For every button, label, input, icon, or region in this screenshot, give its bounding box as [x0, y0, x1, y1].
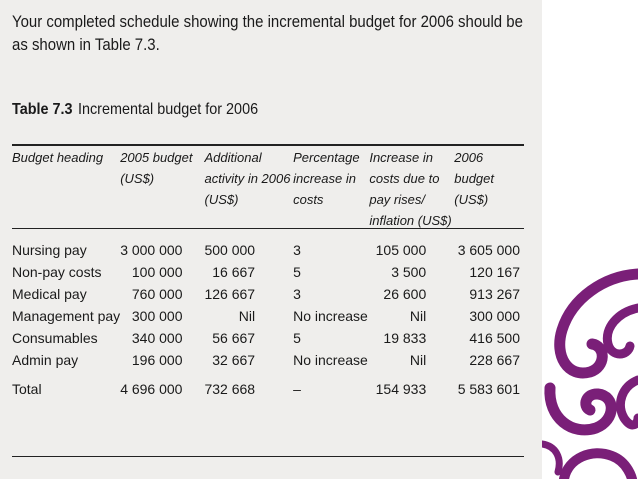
cell-increase: 3 500	[391, 264, 427, 280]
table-row: Nursing pay 3 000 000 500 000 3 105 000 …	[12, 239, 524, 261]
total-budget-2005: 4 696 000	[120, 381, 183, 397]
total-additional: 732 668	[204, 381, 256, 397]
cell-increase: 19 833	[383, 330, 427, 346]
swirl-ornament	[542, 268, 638, 479]
table-row: Medical pay 760 000 126 667 3 26 600 913…	[12, 283, 524, 305]
cell-budget-2006: 913 267	[469, 286, 520, 302]
cell-budget-2005: 760 000	[131, 286, 183, 302]
table-bottom-rule	[12, 456, 524, 457]
cell-heading: Admin pay	[12, 352, 79, 368]
total-heading: Total	[12, 381, 42, 397]
budget-table: Budget heading 2005 budget (US$) Additio…	[12, 147, 524, 407]
header-additional-activity: Additional activity in 2006 (US$)	[204, 150, 291, 207]
cell-budget-2005: 300 000	[131, 308, 183, 324]
cell-heading: Medical pay	[12, 286, 87, 302]
cell-budget-2005: 340 000	[131, 330, 183, 346]
total-row: Total 4 696 000 732 668 – 154 933 5 583 …	[12, 371, 524, 407]
cell-budget-2006: 3 605 000	[457, 242, 520, 258]
table-row: Management pay 300 000 Nil No increase N…	[12, 305, 524, 327]
total-budget-2006: 5 583 601	[457, 381, 520, 397]
header-budget-heading: Budget heading	[12, 150, 104, 165]
cell-additional: 32 667	[212, 352, 256, 368]
table-row: Consumables 340 000 56 667 5 19 833 416 …	[12, 327, 524, 349]
header-2005-budget: 2005 budget (US$)	[120, 150, 193, 186]
header-2006-budget: 2006 budget (US$)	[454, 150, 494, 207]
cell-heading: Nursing pay	[12, 242, 87, 258]
cell-heading: Consumables	[12, 330, 98, 346]
cell-additional: Nil	[238, 308, 256, 324]
cell-percentage: 5	[293, 264, 301, 280]
total-percentage: –	[293, 381, 301, 397]
header-rule	[12, 228, 524, 229]
cell-budget-2006: 416 500	[469, 330, 520, 346]
table-caption: Table 7.3 Incremental budget for 2006	[12, 101, 258, 119]
cell-increase: Nil	[409, 352, 427, 368]
cell-increase: 26 600	[383, 286, 427, 302]
table-label: Table 7.3	[12, 101, 73, 118]
document-page: Your completed schedule showing the incr…	[0, 0, 542, 479]
header-increase-in-costs: Increase in costs due to pay rises/ infl…	[369, 150, 452, 228]
header-percentage-increase: Percentage increase in costs	[293, 150, 360, 207]
cell-increase: 105 000	[375, 242, 427, 258]
header-row: Budget heading 2005 budget (US$) Additio…	[12, 147, 524, 231]
table-title: Incremental budget for 2006	[77, 101, 259, 118]
intro-paragraph: Your completed schedule showing the incr…	[12, 12, 523, 54]
cell-budget-2006: 228 667	[469, 352, 520, 368]
cell-percentage: 3	[293, 286, 301, 302]
cell-budget-2005: 3 000 000	[120, 242, 183, 258]
cell-increase: Nil	[409, 308, 427, 324]
cell-percentage: No increase	[293, 308, 368, 324]
cell-additional: 56 667	[212, 330, 256, 346]
table-row: Admin pay 196 000 32 667 No increase Nil…	[12, 349, 524, 371]
cell-budget-2005: 196 000	[131, 352, 183, 368]
cell-percentage: 3	[293, 242, 301, 258]
cell-budget-2005: 100 000	[131, 264, 183, 280]
cell-budget-2006: 300 000	[469, 308, 520, 324]
table-row: Non-pay costs 100 000 16 667 5 3 500 120…	[12, 261, 524, 283]
cell-heading: Management pay	[12, 308, 121, 324]
table-top-rule	[12, 144, 524, 146]
cell-additional: 16 667	[212, 264, 256, 280]
cell-percentage: 5	[293, 330, 301, 346]
cell-additional: 500 000	[204, 242, 256, 258]
cell-heading: Non-pay costs	[12, 264, 102, 280]
cell-budget-2006: 120 167	[469, 264, 520, 280]
cell-additional: 126 667	[204, 286, 256, 302]
cell-percentage: No increase	[293, 352, 368, 368]
total-increase: 154 933	[375, 381, 427, 397]
